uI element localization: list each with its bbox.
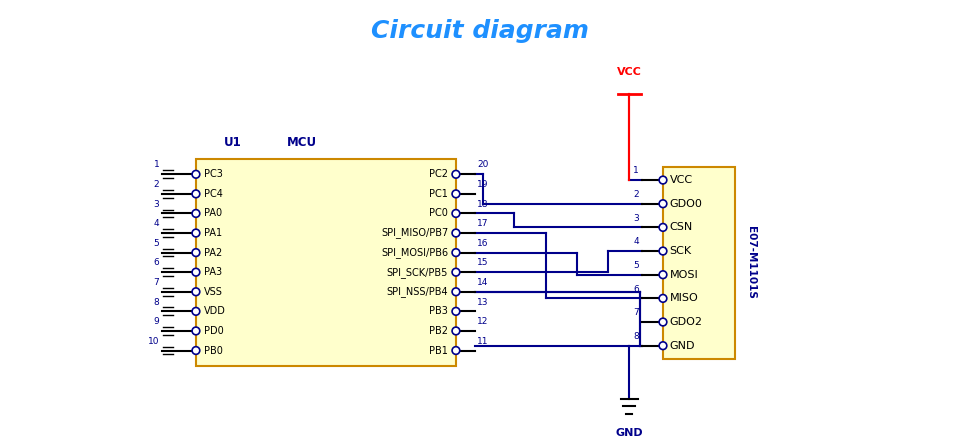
Text: PA1: PA1	[204, 228, 222, 238]
Text: PB2: PB2	[429, 326, 448, 336]
Circle shape	[660, 318, 667, 326]
Circle shape	[660, 224, 667, 231]
Circle shape	[192, 210, 200, 217]
Text: U1: U1	[224, 136, 241, 149]
Circle shape	[452, 229, 460, 237]
Text: MISO: MISO	[670, 293, 699, 303]
Text: PC0: PC0	[429, 208, 448, 218]
Circle shape	[192, 327, 200, 335]
Text: PC4: PC4	[204, 189, 223, 199]
Circle shape	[452, 307, 460, 315]
Circle shape	[452, 327, 460, 335]
Circle shape	[452, 288, 460, 296]
Text: 2: 2	[154, 180, 159, 189]
Text: 6: 6	[154, 259, 159, 267]
Text: PA3: PA3	[204, 267, 222, 277]
Text: 20: 20	[477, 160, 489, 170]
Text: SCK: SCK	[670, 246, 692, 256]
Text: 11: 11	[477, 337, 489, 346]
Circle shape	[452, 249, 460, 256]
Text: 13: 13	[477, 297, 489, 307]
Circle shape	[660, 295, 667, 302]
Text: PA2: PA2	[204, 248, 222, 258]
Bar	[663, 167, 735, 359]
Text: 9: 9	[154, 317, 159, 326]
Text: VCC: VCC	[617, 67, 641, 77]
Circle shape	[192, 288, 200, 296]
Text: Circuit diagram: Circuit diagram	[372, 19, 588, 43]
Circle shape	[660, 342, 667, 350]
Circle shape	[192, 190, 200, 198]
Text: GDO0: GDO0	[670, 199, 703, 209]
Text: 17: 17	[477, 219, 489, 228]
Text: 7: 7	[634, 308, 639, 317]
Text: VSS: VSS	[204, 287, 223, 297]
Circle shape	[660, 176, 667, 184]
Text: 1: 1	[154, 160, 159, 170]
Text: PB0: PB0	[204, 345, 223, 355]
Text: SPI_MOSI/PB6: SPI_MOSI/PB6	[381, 247, 448, 258]
Text: 15: 15	[477, 259, 489, 267]
Circle shape	[192, 170, 200, 178]
Text: SPI_SCK/PB5: SPI_SCK/PB5	[387, 267, 448, 278]
Text: 8: 8	[154, 297, 159, 307]
Circle shape	[192, 307, 200, 315]
Text: PC3: PC3	[204, 169, 223, 179]
Text: 4: 4	[154, 219, 159, 228]
Text: GND: GND	[670, 341, 695, 351]
Text: 18: 18	[477, 200, 489, 209]
Text: 3: 3	[154, 200, 159, 209]
Text: PD0: PD0	[204, 326, 224, 336]
Text: 10: 10	[148, 337, 159, 346]
Circle shape	[452, 190, 460, 198]
Text: PA0: PA0	[204, 208, 222, 218]
Circle shape	[660, 247, 667, 255]
Text: 14: 14	[477, 278, 489, 287]
Text: 5: 5	[154, 239, 159, 248]
Circle shape	[452, 210, 460, 217]
Text: 5: 5	[634, 261, 639, 270]
Text: VDD: VDD	[204, 307, 226, 317]
Circle shape	[660, 271, 667, 279]
Circle shape	[452, 347, 460, 354]
Circle shape	[192, 268, 200, 276]
Circle shape	[192, 347, 200, 354]
Text: E07-M1101S: E07-M1101S	[746, 226, 756, 300]
Text: PB3: PB3	[429, 307, 448, 317]
Text: MCU: MCU	[287, 136, 317, 149]
Text: PC1: PC1	[429, 189, 448, 199]
Text: 6: 6	[634, 285, 639, 293]
Text: 1: 1	[634, 166, 639, 175]
Text: CSN: CSN	[670, 222, 693, 232]
Text: MOSI: MOSI	[670, 270, 699, 280]
Text: 4: 4	[634, 237, 639, 246]
Text: PB1: PB1	[429, 345, 448, 355]
Text: SPI_MISO/PB7: SPI_MISO/PB7	[381, 228, 448, 238]
Text: VCC: VCC	[670, 175, 693, 185]
Circle shape	[452, 170, 460, 178]
Text: PC2: PC2	[429, 169, 448, 179]
Text: 3: 3	[634, 214, 639, 222]
Text: 2: 2	[634, 190, 639, 199]
Circle shape	[452, 268, 460, 276]
Text: 12: 12	[477, 317, 489, 326]
Text: GDO2: GDO2	[670, 317, 703, 327]
Circle shape	[192, 249, 200, 256]
Text: 8: 8	[634, 332, 639, 341]
Text: 19: 19	[477, 180, 489, 189]
Circle shape	[660, 200, 667, 208]
Text: 7: 7	[154, 278, 159, 287]
Bar	[196, 159, 456, 366]
Text: GND: GND	[615, 428, 643, 436]
Text: SPI_NSS/PB4: SPI_NSS/PB4	[387, 286, 448, 297]
Circle shape	[192, 229, 200, 237]
Text: 16: 16	[477, 239, 489, 248]
